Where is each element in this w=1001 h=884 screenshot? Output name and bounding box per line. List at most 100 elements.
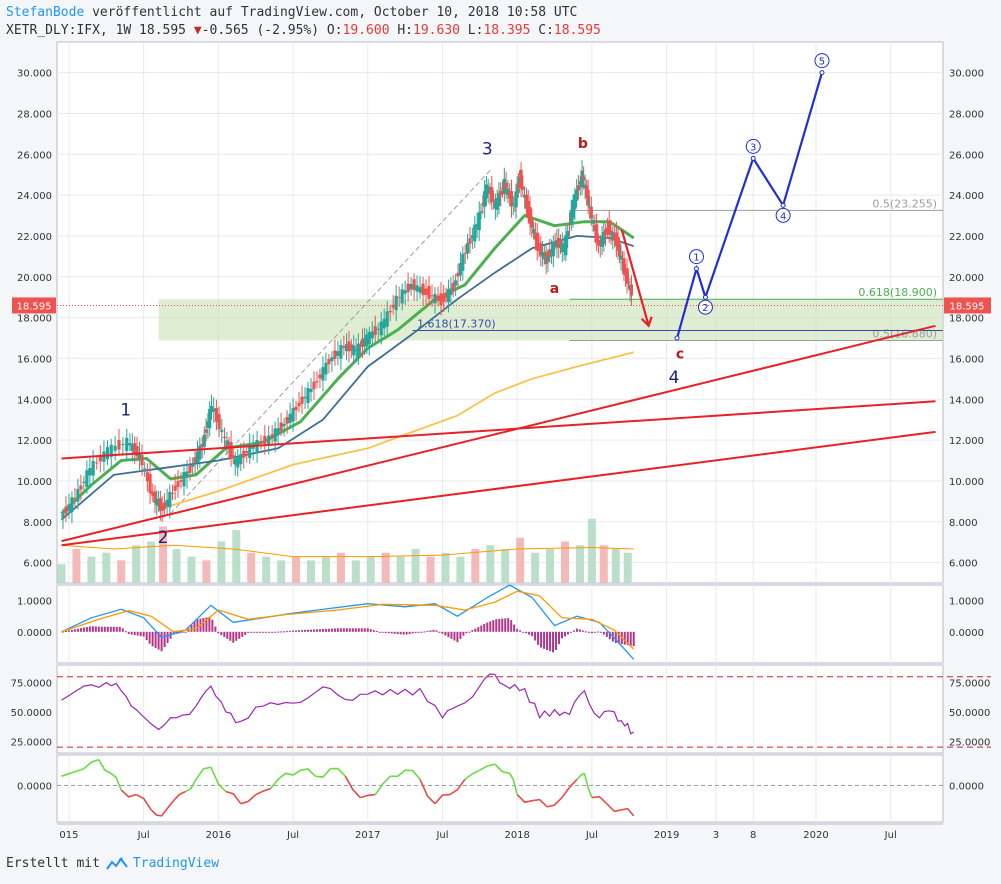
volume-bar: [456, 556, 465, 583]
last-price-tag-left: [12, 297, 56, 314]
tradingview-link[interactable]: TradingView: [106, 856, 219, 871]
rsi-line: [61, 673, 635, 735]
candle-body: [562, 246, 566, 250]
rsi-tick-label-left: 75.0000: [11, 679, 52, 690]
candle-body: [151, 491, 155, 496]
candle-body: [600, 236, 604, 247]
y-tick-label-right: 30.000: [949, 69, 984, 80]
volume-bar: [232, 530, 241, 583]
candle-body: [370, 331, 374, 339]
x-tick-label: Jul: [435, 830, 448, 841]
candle-body: [614, 232, 618, 247]
wave-circle: [688, 249, 704, 265]
moving-average-line: [158, 351, 634, 511]
macd-histogram-bar: [109, 626, 112, 632]
volume-bar: [587, 518, 596, 583]
macd-histogram-bar: [142, 631, 145, 637]
macd-histogram-bar: [223, 631, 226, 638]
macd-histogram-bar: [124, 631, 127, 633]
candle-body: [444, 294, 448, 298]
candle-body: [273, 428, 277, 442]
momentum-line-segment: [591, 795, 608, 805]
candle-body: [612, 234, 617, 241]
candle-body: [560, 243, 564, 253]
macd-histogram-bar: [558, 631, 561, 645]
macd-histogram-bar: [465, 631, 468, 634]
trendline: [61, 400, 936, 460]
candle-body: [578, 181, 582, 185]
macd-histogram-bar: [396, 631, 399, 635]
macd-histogram-bar: [450, 631, 453, 639]
macd-tick-label-right: 1.0000: [949, 597, 984, 608]
candle-body: [358, 345, 363, 347]
y-tick-label-left: 12.000: [17, 436, 52, 447]
macd-histogram-bar: [67, 630, 70, 632]
candle-body: [446, 288, 451, 302]
candle-body: [360, 338, 365, 347]
candle-body: [526, 200, 530, 217]
candle-body: [477, 212, 481, 231]
candle-body: [451, 282, 455, 292]
candle-body: [91, 460, 95, 476]
candle-body: [85, 470, 89, 487]
macd-histogram-bar: [148, 631, 151, 644]
candle-body: [125, 437, 129, 451]
x-tick-label: 2020: [803, 830, 828, 841]
momentum-line-segment: [434, 793, 450, 805]
candle-body: [580, 170, 584, 188]
macd-histogram-bar: [304, 629, 307, 632]
tradingview-brand[interactable]: TradingView: [132, 856, 220, 871]
candle-body: [515, 187, 519, 198]
candle-body: [528, 206, 532, 224]
macd-histogram-bar: [468, 631, 471, 633]
macd-histogram-bar: [118, 626, 121, 632]
macd-histogram-bar: [345, 628, 348, 632]
author-name[interactable]: StefanBode: [6, 5, 85, 20]
macd-histogram-bar: [73, 629, 76, 632]
macd-histogram-bar: [244, 631, 247, 635]
macd-histogram-bar: [130, 631, 133, 635]
forecast-point: [693, 266, 699, 272]
y-tick-label-right: 28.000: [949, 109, 984, 120]
candle-body: [225, 440, 229, 448]
macd-histogram-bar: [229, 631, 232, 641]
candle-body: [214, 407, 219, 422]
candle-body: [602, 232, 606, 244]
macd-histogram-bar: [232, 631, 235, 643]
candle-body: [160, 504, 164, 511]
candle-body: [544, 251, 548, 265]
candle-body: [394, 295, 398, 311]
macd-histogram-bar: [127, 631, 130, 634]
candle-body: [514, 191, 518, 208]
candle-body: [424, 288, 428, 295]
macd-histogram-bar: [561, 631, 564, 639]
x-tick-label: 3: [713, 830, 719, 841]
volume-bar: [187, 556, 196, 583]
forecast-point: [780, 202, 786, 208]
macd-histogram-bar: [566, 631, 569, 635]
candle-body: [465, 242, 470, 254]
candle-body: [88, 468, 92, 476]
macd-histogram-bar: [483, 624, 486, 632]
volume-bar: [575, 545, 584, 583]
candle-body: [143, 468, 147, 472]
candle-body: [622, 258, 626, 275]
momentum-line-segment: [419, 779, 436, 805]
macd-histogram-bar: [489, 621, 492, 632]
macd-histogram-bar: [555, 631, 558, 650]
volume-bar: [87, 556, 96, 583]
macd-histogram-bar: [115, 626, 118, 632]
macd-histogram-bar: [423, 631, 426, 633]
momentum-tick-label-right: 0.0000: [949, 781, 984, 792]
macd-histogram-bar: [79, 628, 82, 632]
macd-histogram-bar: [330, 628, 333, 632]
volume-bar: [292, 556, 301, 583]
momentum-line-segment: [315, 768, 331, 778]
macd-histogram-bar: [546, 631, 549, 650]
candle-body: [439, 293, 443, 306]
candle-body: [421, 283, 425, 296]
candle-body: [379, 321, 383, 336]
candle-body: [82, 481, 86, 483]
momentum-line-segment: [135, 793, 152, 811]
